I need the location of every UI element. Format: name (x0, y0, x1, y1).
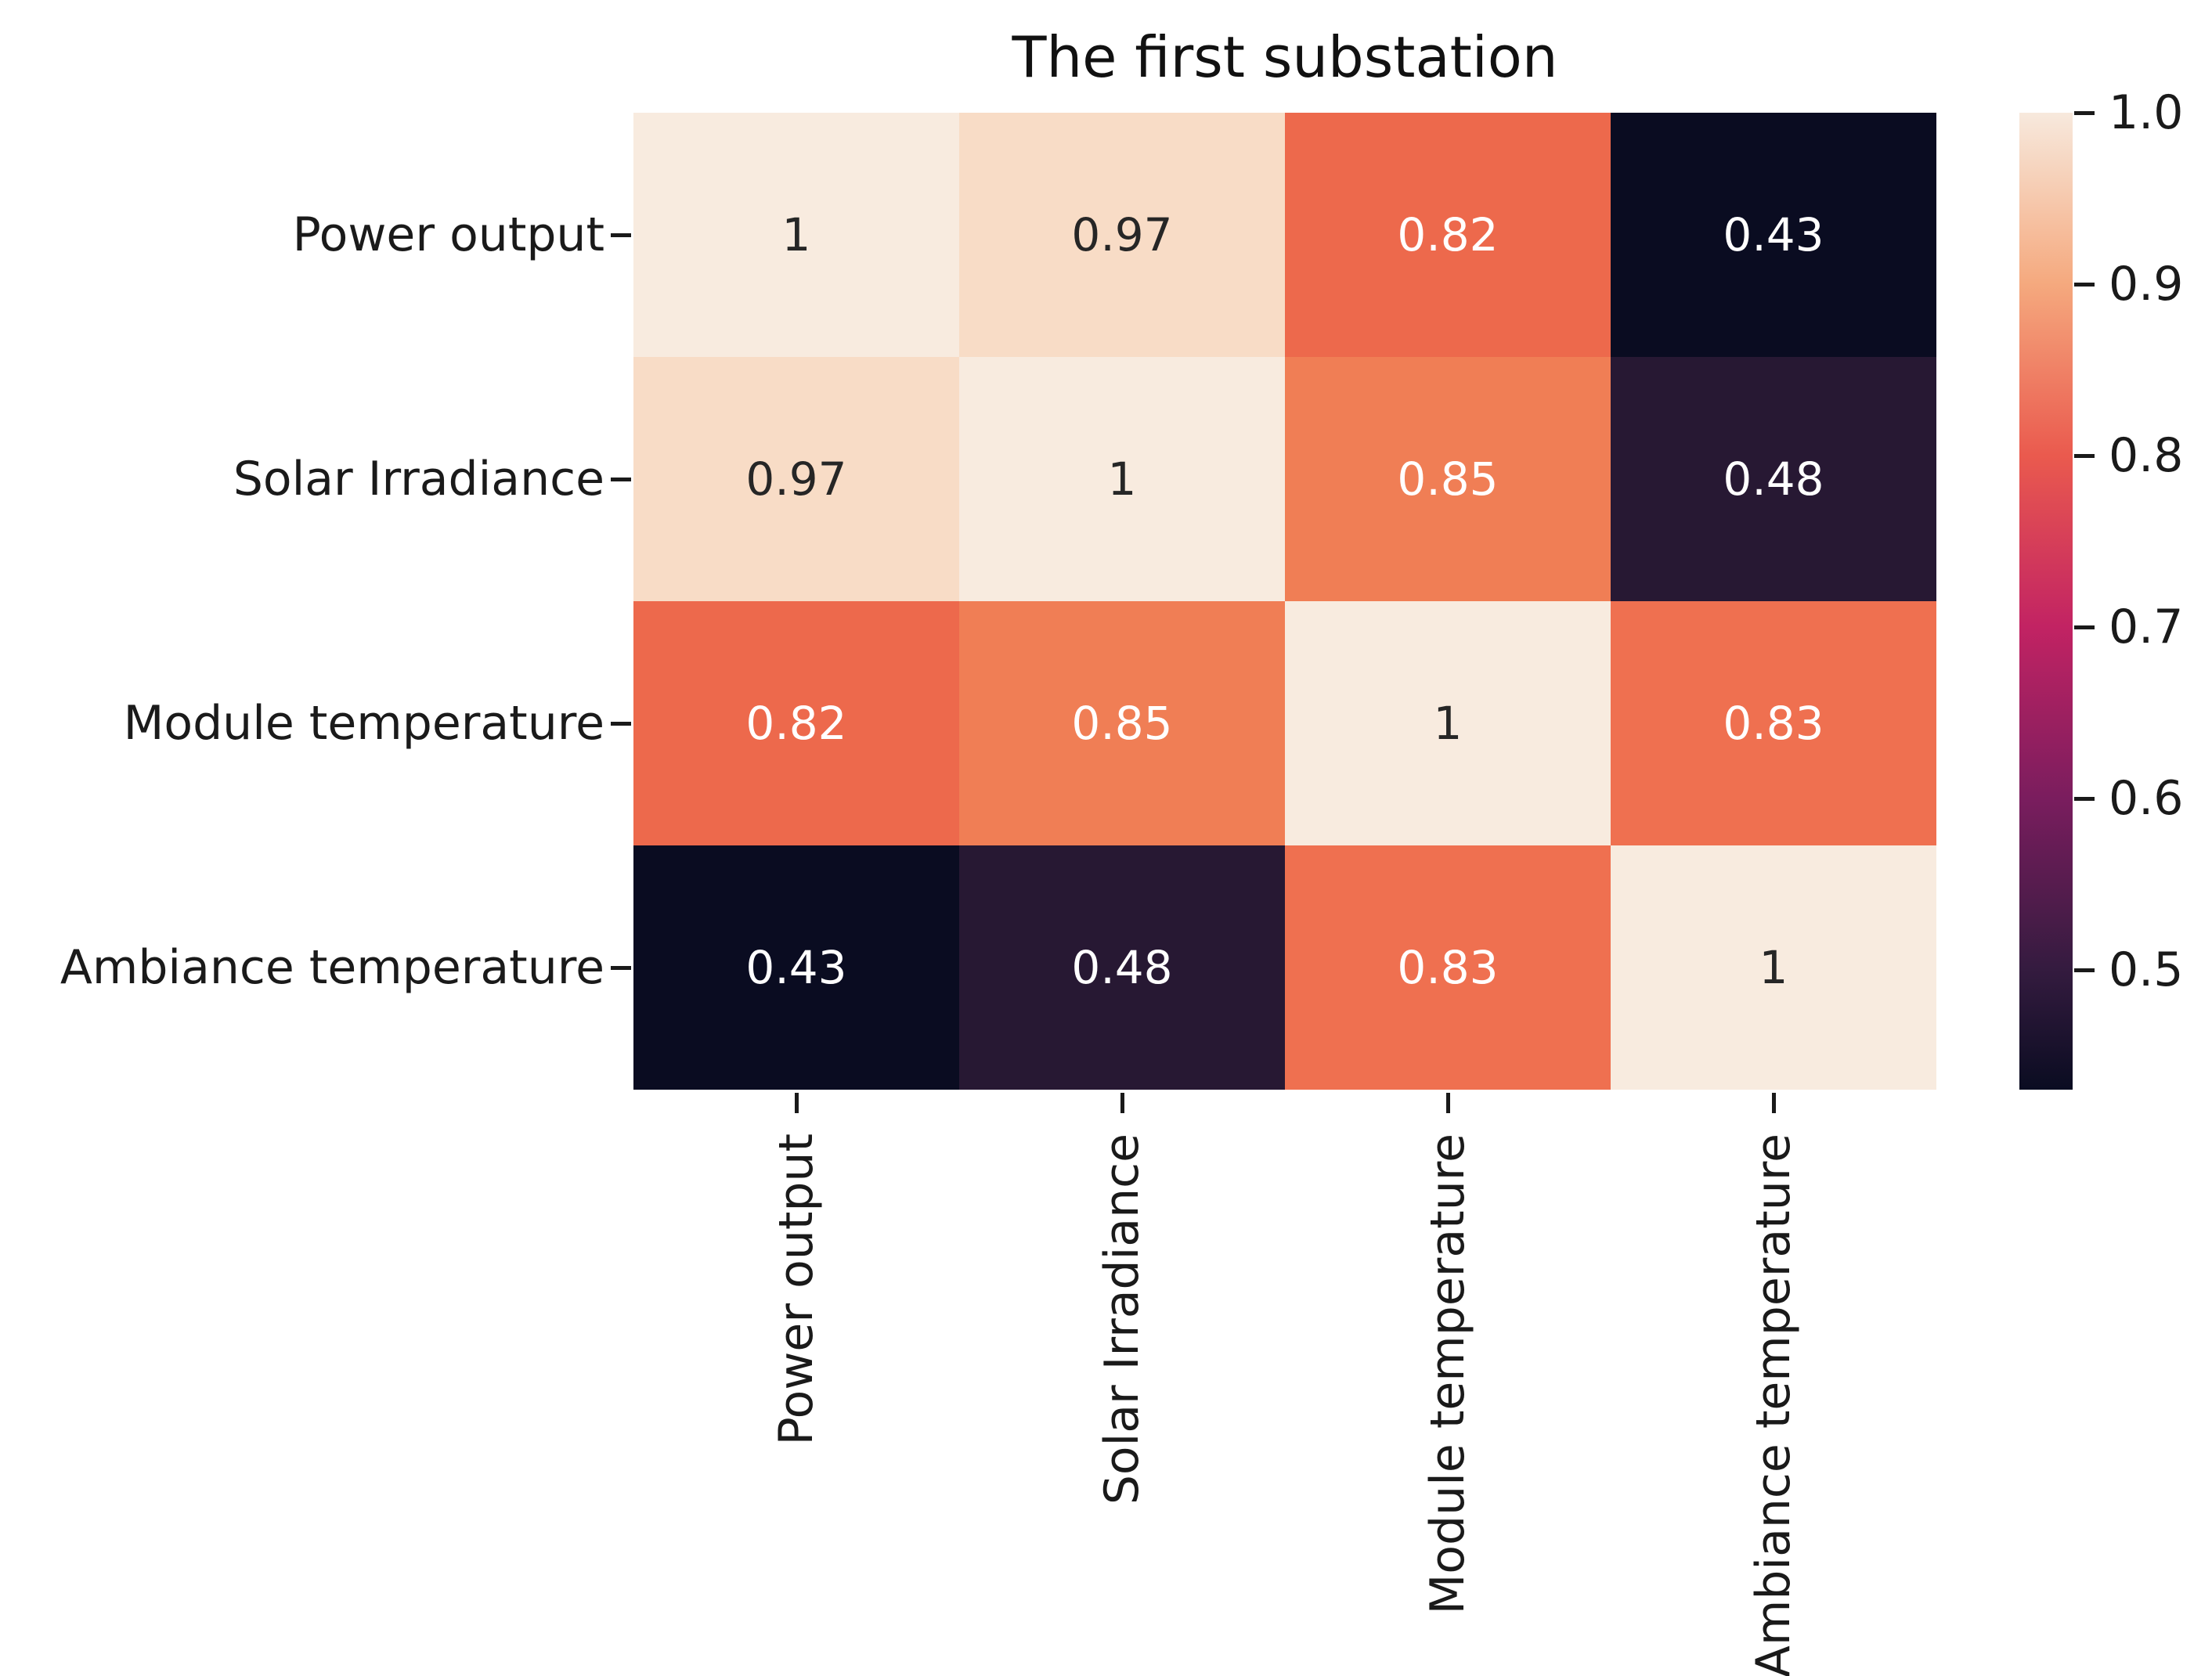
heatmap-cell: 0.48 (1611, 357, 1936, 601)
colorbar-tick-label: 1.0 (2109, 85, 2184, 140)
cell-value: 1 (1107, 452, 1137, 506)
y-tick-mark (611, 478, 631, 481)
cell-value: 0.43 (745, 941, 847, 994)
cell-value: 1 (1433, 697, 1463, 750)
colorbar-tick-label: 0.5 (2109, 942, 2184, 997)
colorbar-tick-mark (2074, 453, 2095, 458)
cell-value: 1 (781, 208, 811, 261)
cell-value: 0.48 (1071, 941, 1173, 994)
heatmap-cell: 1 (633, 113, 959, 357)
colorbar-tick-mark (2074, 796, 2095, 801)
y-tick-mark (611, 966, 631, 970)
heatmap-cell: 1 (959, 357, 1285, 601)
colorbar-tick-label: 0.9 (2109, 256, 2184, 312)
cell-value: 0.85 (1397, 452, 1499, 506)
x-tick-mark (795, 1093, 799, 1113)
cell-value: 0.82 (1397, 208, 1499, 261)
y-tick-label: Ambiance temperature (60, 940, 604, 995)
x-tick-mark (1120, 1093, 1124, 1113)
heatmap-grid: 1 0.97 0.82 0.43 0.97 1 0.85 0.48 0.82 0.85 1 0.83 0… (633, 113, 1936, 1090)
heatmap-cell: 0.97 (959, 113, 1285, 357)
x-tick-label: Module temperature (1420, 1134, 1475, 1615)
heatmap-cell: 1 (1285, 601, 1611, 845)
y-tick-mark (611, 722, 631, 726)
colorbar-tick-mark (2074, 282, 2095, 287)
cell-value: 0.85 (1071, 697, 1173, 750)
heatmap-cell: 0.85 (959, 601, 1285, 845)
cell-value: 1 (1759, 941, 1788, 994)
heatmap-cell: 0.97 (633, 357, 959, 601)
heatmap-cell: 0.43 (633, 845, 959, 1090)
heatmap-cell: 0.48 (959, 845, 1285, 1090)
cell-value: 0.48 (1723, 452, 1824, 506)
heatmap-cell: 0.43 (1611, 113, 1936, 357)
colorbar-tick-mark (2074, 968, 2095, 972)
y-tick-label: Solar Irradiance (233, 452, 604, 506)
cell-value: 0.97 (745, 452, 847, 506)
y-tick-label: Power output (292, 207, 604, 262)
colorbar-tick-label: 0.8 (2109, 427, 2184, 483)
colorbar-tick-label: 0.6 (2109, 770, 2184, 826)
heatmap-cell: 0.82 (633, 601, 959, 845)
y-tick-label: Module temperature (123, 696, 604, 751)
cell-value: 0.97 (1071, 208, 1173, 261)
heatmap-cell: 0.82 (1285, 113, 1611, 357)
x-tick-mark (1772, 1093, 1776, 1113)
colorbar-tick-mark (2074, 625, 2095, 629)
heatmap-cell: 0.83 (1611, 601, 1936, 845)
cell-value: 0.43 (1723, 208, 1824, 261)
x-tick-label: Solar Irradiance (1095, 1134, 1149, 1505)
cell-value: 0.83 (1723, 697, 1824, 750)
cell-value: 0.83 (1397, 941, 1499, 994)
chart-title: The first substation (1012, 24, 1558, 90)
x-tick-mark (1446, 1093, 1450, 1113)
x-tick-label: Power output (769, 1134, 824, 1446)
heatmap-cell: 0.83 (1285, 845, 1611, 1090)
colorbar-tick-label: 0.7 (2109, 599, 2184, 654)
cell-value: 0.82 (745, 697, 847, 750)
colorbar (2019, 113, 2073, 1090)
heatmap-cell: 0.85 (1285, 357, 1611, 601)
x-tick-label: Ambiance temperature (1746, 1134, 1801, 1676)
heatmap-cell: 1 (1611, 845, 1936, 1090)
colorbar-tick-mark (2074, 111, 2095, 115)
y-tick-mark (611, 233, 631, 237)
